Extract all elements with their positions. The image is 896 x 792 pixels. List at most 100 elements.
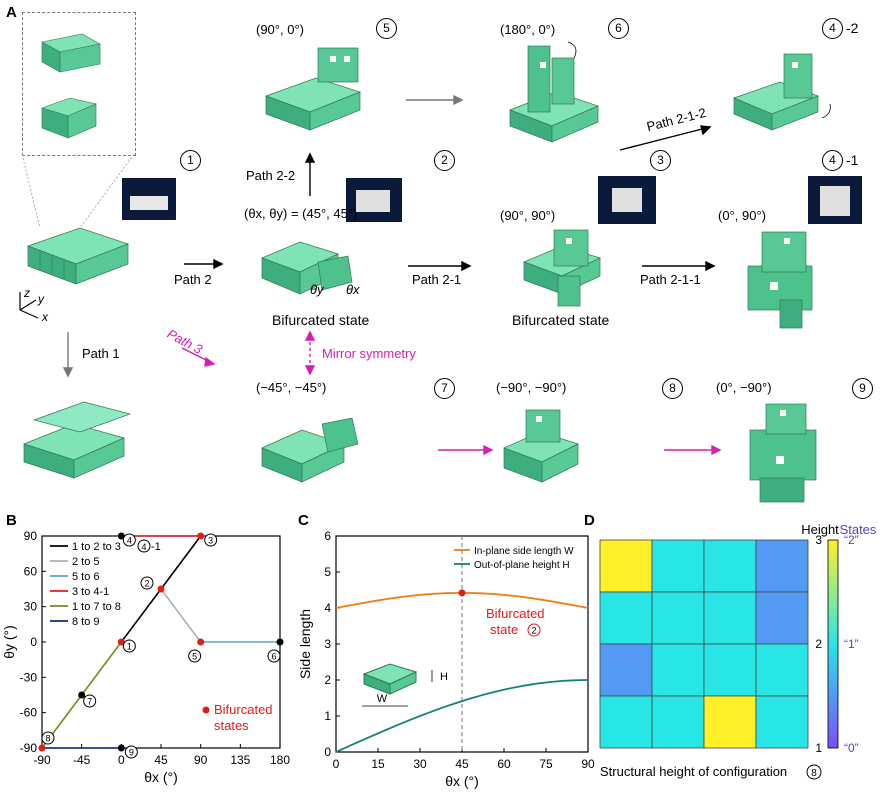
path-2-label: Path 2 [174,272,212,287]
y-tick-label: 1 [324,709,331,723]
path-2-2-label: Path 2-2 [246,168,296,183]
legend-label: 1 to 7 to 8 [72,601,121,613]
colorbar-state: “1” [844,637,859,651]
axis-z-label: z [24,286,30,300]
y-axis-label: Side length [297,609,313,679]
legend-label: 1 to 2 to 3 [72,541,121,553]
heatmap-cell [703,539,757,593]
x-tick-label: 15 [371,757,385,771]
panel-label-b: B [6,512,17,529]
state-label: 9 [129,748,134,758]
panel-label-c: C [298,512,309,529]
state-circle [267,649,281,663]
legend-label: 8 to 9 [72,616,100,628]
heatmap-cell [599,643,653,697]
bifurcated-legend-1: Bifurcated [214,702,273,717]
state-point [117,744,125,752]
state-label: 3 [208,536,213,546]
colorbar-state: “0” [844,741,859,755]
bifurcated-point [197,532,205,540]
states-title: States [840,522,877,537]
state-point [78,691,86,699]
state-3-label: 3 [650,150,671,171]
structure-state-1 [26,227,130,285]
state-4-2-suffix: -2 [846,20,859,36]
x-tick-label: 30 [413,757,427,771]
legend-label: 3 to 4-1 [72,586,109,598]
angle-state-5: (90°, 0°) [256,22,304,37]
axis-y-label: y [38,292,44,306]
state-8-label: 8 [662,378,683,399]
structure-state-8 [503,409,579,483]
state-circle [124,745,138,759]
x-axis-label: θx (°) [144,769,178,785]
angle-state-8: (−90°, −90°) [496,380,567,395]
path-2-1-1-label: Path 2-1-1 [640,272,701,287]
state-label: 8 [45,734,50,744]
state-label: 4 [127,536,132,546]
y-tick-label: 0 [324,745,331,759]
legend-label: 2 to 5 [72,556,100,568]
inset-box [22,12,136,156]
state-label: 7 [87,697,92,707]
y-axis-label: θy (°) [1,625,17,659]
legend-state-4: 4 [141,542,146,552]
inset-block-top [41,33,101,73]
path-2-1-label: Path 2-1 [412,272,462,287]
y-tick-label: -60 [20,706,38,720]
inset-structure-side [389,671,417,695]
bifurcated-label-1: Bifurcated [486,606,545,621]
x-tick-label: 180 [270,753,290,767]
panel-label-d: D [584,512,595,529]
x-tick-label: 90 [194,753,208,767]
heatmap-cell [651,539,705,593]
angle-state-4-1: (0°, 90°) [718,208,766,223]
state-4-1-suffix: -1 [846,152,859,168]
heatmap-cell [755,643,809,697]
structure-state-3 [523,229,601,307]
bifurcated-state-label-1: Bifurcated state [272,312,370,328]
state-circle [188,649,202,663]
theta-x-label: θx [346,282,360,297]
bifurcated-state-label-2: Bifurcated state [512,312,610,328]
state-circle [122,533,136,547]
state-label: 1 [127,642,132,652]
heatmap-cell [651,643,705,697]
y-tick-label: 4 [324,601,331,615]
heatmap-cell [651,695,705,749]
heatmap-cell [755,591,809,645]
structure-path-1 [22,401,132,479]
series-line [160,588,202,643]
x-tick-label: 135 [230,753,250,767]
y-tick-label: 3 [324,637,331,651]
state-circle [204,533,218,547]
structure-state-4-1 [747,231,813,329]
state-circle [41,731,55,745]
bifurcated-point [157,585,165,593]
path-1-label: Path 1 [82,346,120,361]
state-6-label: 6 [608,18,629,39]
state-label: 6 [271,652,276,662]
y-tick-label: 5 [324,565,331,579]
y-tick-label: 30 [24,600,38,614]
caption-state-circle [806,764,822,780]
bifurcated-point [197,638,205,646]
bifurcated-point [458,589,466,597]
angle-state-2: (θx, θy) = (45°, 45°) [244,206,358,221]
heatmap-cell [703,695,757,749]
angle-state-3: (90°, 90°) [500,208,556,223]
caption-state: 8 [811,768,817,779]
legend-label: 5 to 6 [72,571,100,583]
x-tick-label: 0 [333,757,340,771]
legend-label: Out-of-plane height H [474,560,570,571]
y-tick-label: 2 [324,673,331,687]
legend-label: In-plane side length W [474,546,574,557]
colorbar-tick: 2 [815,637,822,651]
state-4-2-label: 4 [822,18,843,39]
colorbar-tick: 3 [815,533,822,547]
bifurcated-label-2: state [490,622,518,637]
heatmap-cell [703,643,757,697]
axis-x-label: x [42,310,48,324]
